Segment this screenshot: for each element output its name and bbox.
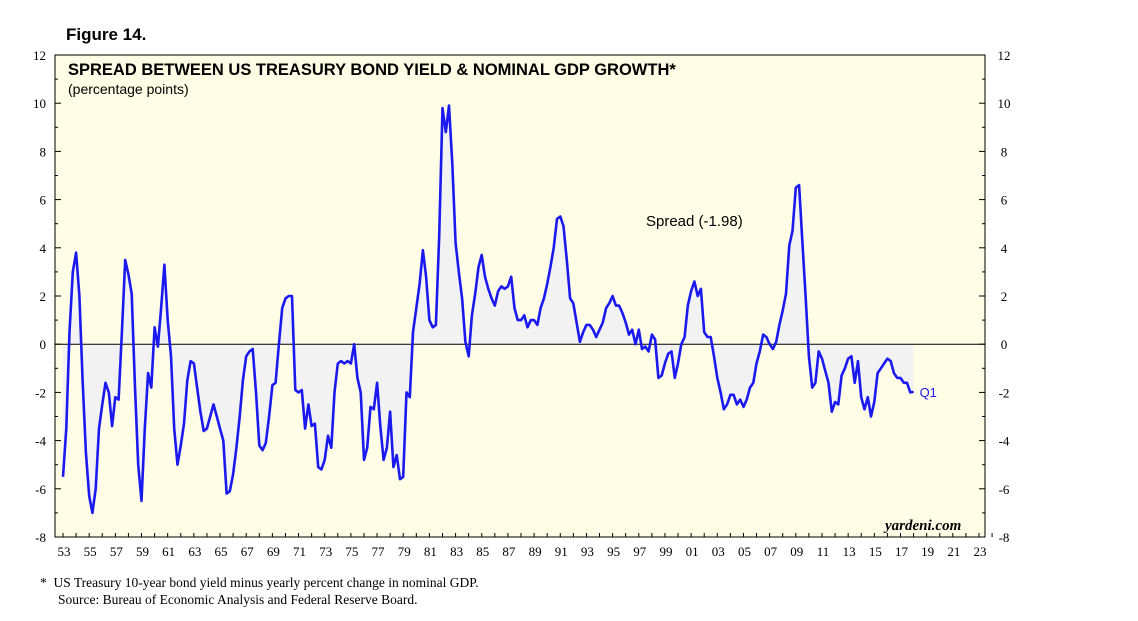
shade-layer	[63, 105, 914, 513]
plot-background	[55, 55, 985, 537]
x-tick-label: 21	[947, 544, 960, 559]
x-tick-label: 71	[293, 544, 306, 559]
x-tick-label: 05	[738, 544, 751, 559]
y-tick-label-left: -4	[35, 434, 46, 449]
y-tick-label-right: 12	[998, 48, 1011, 63]
y-tick-label-left: -8	[35, 530, 46, 545]
x-tick-label: 97	[633, 544, 647, 559]
figure-label: Figure 14.	[66, 25, 147, 44]
watermark: yardeni.com	[883, 518, 961, 534]
chart-subtitle: (percentage points)	[68, 81, 189, 97]
x-tick-label: 83	[450, 544, 463, 559]
y-tick-label-right: 6	[1001, 193, 1008, 208]
x-tick-label: 75	[345, 544, 358, 559]
x-tick-label: 55	[84, 544, 97, 559]
x-tick-label: 03	[712, 544, 725, 559]
footnote: * US Treasury 10-year bond yield minus y…	[40, 575, 479, 590]
y-tick-label-right: -4	[999, 434, 1010, 449]
x-tick-label: 59	[136, 544, 149, 559]
y-tick-label-left: -2	[35, 385, 46, 400]
x-tick-label: 61	[162, 544, 175, 559]
y-tick-label-right: -2	[999, 385, 1010, 400]
x-tick-label: 17	[895, 544, 909, 559]
y-tick-label-left: 4	[40, 241, 47, 256]
x-tick-label: 13	[843, 544, 856, 559]
x-tick-label: 63	[188, 544, 201, 559]
y-tick-label-right: -8	[999, 530, 1010, 545]
x-axis: 53 55 57 59 61 63 65 67 69 71 73 75 77 79 81 83 85 87 89 91…	[58, 533, 993, 559]
y-tick-label-left: 2	[40, 289, 47, 304]
y-tick-label-left: -6	[35, 482, 46, 497]
y-tick-label-right: 10	[998, 96, 1011, 111]
x-tick-label: 91	[555, 544, 568, 559]
y-tick-label-left: 0	[40, 337, 47, 352]
x-tick-label: 81	[424, 544, 437, 559]
x-tick-label: 69	[267, 544, 280, 559]
x-tick-label: 07	[764, 544, 778, 559]
right-axis: -8 -6 -4 -2 0 2 4 6 8 10 12	[979, 48, 1011, 545]
x-tick-label: 01	[686, 544, 699, 559]
x-tick-label: 99	[659, 544, 672, 559]
y-tick-label-right: 2	[1001, 289, 1008, 304]
y-tick-label-right: 4	[1001, 241, 1008, 256]
spread-series-line	[61, 104, 914, 515]
x-tick-label: 95	[607, 544, 620, 559]
x-tick-label: 09	[790, 544, 803, 559]
chart-title: SPREAD BETWEEN US TREASURY BOND YIELD & …	[68, 61, 676, 79]
x-tick-label: 67	[241, 544, 255, 559]
y-tick-label-left: 12	[33, 48, 46, 63]
x-tick-label: 85	[476, 544, 489, 559]
x-tick-label: 19	[921, 544, 934, 559]
spread-annotation: Spread (-1.98)	[646, 213, 743, 230]
y-tick-label-right: -6	[999, 482, 1010, 497]
x-tick-label: 15	[869, 544, 882, 559]
x-tick-label: 53	[58, 544, 71, 559]
x-tick-label: 87	[502, 544, 516, 559]
plot-frame	[54, 54, 986, 538]
y-tick-label-left: 10	[33, 96, 46, 111]
x-tick-label: 11	[817, 544, 830, 559]
x-tick-label: 65	[215, 544, 228, 559]
x-tick-label: 73	[319, 544, 332, 559]
end-label: Q1	[920, 385, 937, 400]
y-tick-label-left: 8	[40, 144, 47, 159]
y-tick-label-left: 6	[40, 193, 47, 208]
x-tick-label: 79	[398, 544, 411, 559]
x-tick-label: 93	[581, 544, 594, 559]
spread-area	[63, 105, 914, 513]
x-tick-label: 77	[372, 544, 386, 559]
left-axis: -8 -6 -4 -2 0 2 4 6 8 10 12	[33, 48, 61, 545]
x-tick-label: 57	[110, 544, 124, 559]
x-tick-label: 89	[529, 544, 542, 559]
x-tick-label: 23	[974, 544, 987, 559]
y-tick-label-right: 0	[1001, 337, 1008, 352]
source-note: Source: Bureau of Economic Analysis and …	[58, 592, 418, 607]
y-tick-label-right: 8	[1001, 144, 1008, 159]
